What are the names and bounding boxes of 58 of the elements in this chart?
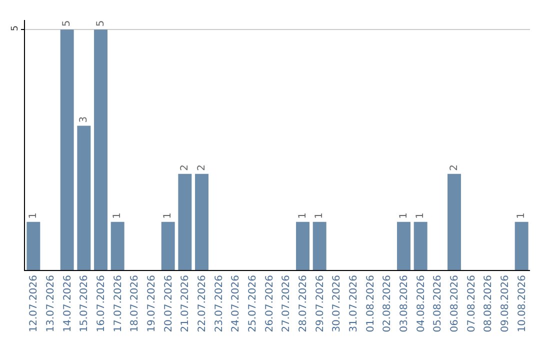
bar <box>296 222 310 270</box>
data-label: 2 <box>196 164 208 171</box>
bar <box>514 222 528 270</box>
x-tick-label: 13.07.2026 <box>46 275 56 332</box>
x-tick-label: 15.07.2026 <box>79 275 90 332</box>
data-label: 1 <box>398 212 410 219</box>
bar <box>448 174 461 270</box>
x-tick-label: 12.07.2026 <box>28 275 40 332</box>
x-tick-label: 02.08.2026 <box>382 275 394 332</box>
data-label: 1 <box>314 212 326 219</box>
x-tick-label: 10.08.2026 <box>516 275 528 332</box>
x-tick-label: 08.08.2026 <box>483 275 494 332</box>
x-tick-label: 09.08.2026 <box>500 275 511 332</box>
x-tick-label: 26.07.2026 <box>264 275 276 332</box>
x-tick-label: 06.08.2026 <box>450 275 460 332</box>
bar <box>397 222 410 270</box>
x-tick-label: 04.08.2026 <box>416 275 427 332</box>
bar <box>195 174 208 270</box>
bar <box>77 126 91 270</box>
x-tick-label: 25.07.2026 <box>248 275 258 332</box>
bar <box>60 30 74 270</box>
bar <box>161 222 175 270</box>
x-tick-label: 27.07.2026 <box>281 275 292 332</box>
x-tick-label: 05.08.2026 <box>432 275 444 332</box>
x-tick-label: 18.07.2026 <box>130 275 141 332</box>
x-tick-label: 28.07.2026 <box>298 275 309 332</box>
x-tick-label: 16.07.2026 <box>96 275 107 332</box>
x-tick-label: 23.07.2026 <box>214 275 225 332</box>
bar <box>414 222 428 270</box>
data-label: 3 <box>78 116 90 123</box>
data-label: 1 <box>297 212 308 219</box>
data-label: 1 <box>162 212 174 219</box>
x-tick-label: 19.07.2026 <box>146 275 158 332</box>
bar <box>26 222 40 270</box>
x-tick-label: 31.07.2026 <box>348 275 360 332</box>
x-tick-label: 20.07.2026 <box>163 275 174 332</box>
data-label: 1 <box>112 212 124 219</box>
data-label: 5 <box>62 20 73 27</box>
x-tick-label: 01.08.2026 <box>365 275 376 332</box>
bar <box>110 222 124 270</box>
x-tick-label: 14.07.2026 <box>62 275 74 332</box>
data-label: 1 <box>28 212 39 219</box>
bar <box>312 222 326 270</box>
x-tick-label: 17.07.2026 <box>112 275 124 332</box>
x-tick-label: 22.07.2026 <box>197 275 208 332</box>
x-tick-label: 07.08.2026 <box>466 275 478 332</box>
data-label: 1 <box>415 212 426 219</box>
data-label: 2 <box>448 164 460 171</box>
x-tick-label: 29.07.2026 <box>314 275 326 332</box>
data-label: 1 <box>516 212 528 219</box>
x-tick-label: 21.07.2026 <box>180 275 192 332</box>
bar <box>178 174 192 270</box>
x-tick-label: 24.07.2026 <box>230 275 242 332</box>
data-label: 5 <box>95 20 106 27</box>
x-tick-label: 30.07.2026 <box>332 275 343 332</box>
x-tick-label: 03.08.2026 <box>399 275 410 332</box>
bar <box>94 30 108 270</box>
data-label: 2 <box>179 164 190 171</box>
